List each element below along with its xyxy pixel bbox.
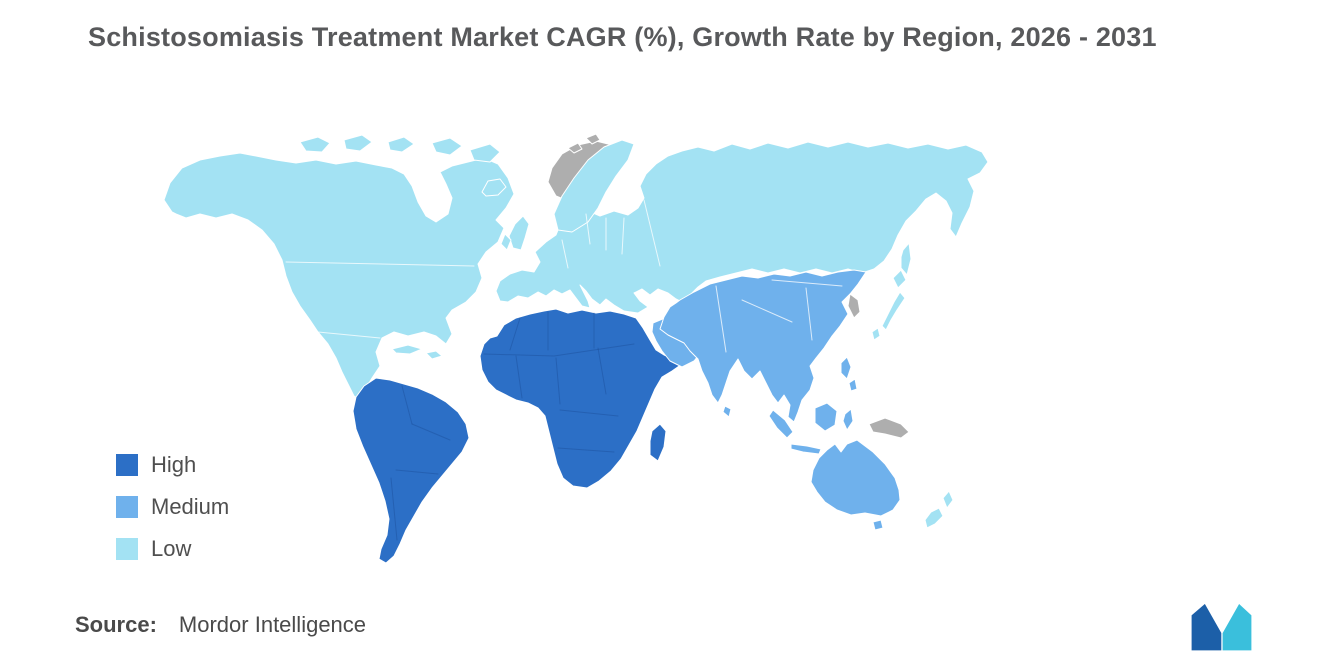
source-line: Source: Mordor Intelligence bbox=[75, 612, 366, 638]
map-legend: High Medium Low bbox=[116, 452, 229, 562]
source-label: Source: bbox=[75, 612, 157, 637]
map-region-asia bbox=[659, 269, 867, 423]
legend-label-medium: Medium bbox=[151, 494, 230, 519]
country-borders-light bbox=[285, 199, 843, 353]
map-region-se-asian-islands bbox=[722, 356, 858, 455]
map-region-japan bbox=[871, 269, 907, 341]
map-region-uk-ireland bbox=[500, 215, 530, 251]
map-region-new-guinea bbox=[868, 417, 910, 439]
legend-label-low: Low bbox=[151, 536, 192, 561]
page-title: Schistosomiasis Treatment Market CAGR (%… bbox=[88, 22, 1157, 52]
map-region-australia bbox=[810, 439, 901, 531]
map-region-south-america bbox=[352, 377, 470, 564]
map-region-svalbard bbox=[567, 133, 601, 154]
logo-left-shape bbox=[1190, 602, 1223, 652]
legend-item-medium: Medium bbox=[116, 494, 229, 520]
map-region-caribbean bbox=[391, 344, 443, 360]
mordor-intelligence-logo bbox=[1190, 602, 1253, 652]
map-region-europe-russia bbox=[495, 141, 989, 314]
legend-swatch-medium bbox=[116, 496, 138, 518]
map-region-north-america bbox=[163, 134, 515, 403]
map-region-africa bbox=[479, 308, 683, 489]
map-region-south-korea bbox=[847, 293, 861, 319]
legend-label-high: High bbox=[151, 452, 197, 477]
country-borders-dark bbox=[390, 311, 635, 541]
map-region-new-zealand bbox=[924, 490, 954, 529]
map-region-scandinavia bbox=[553, 139, 635, 233]
legend-swatch-high bbox=[116, 454, 138, 476]
logo-right-shape bbox=[1221, 602, 1253, 652]
legend-swatch-low bbox=[116, 538, 138, 560]
source-value: Mordor Intelligence bbox=[178, 612, 367, 637]
legend-item-high: High bbox=[116, 452, 229, 478]
legend-item-low: Low bbox=[116, 536, 229, 562]
map-region-iceland bbox=[481, 178, 507, 197]
